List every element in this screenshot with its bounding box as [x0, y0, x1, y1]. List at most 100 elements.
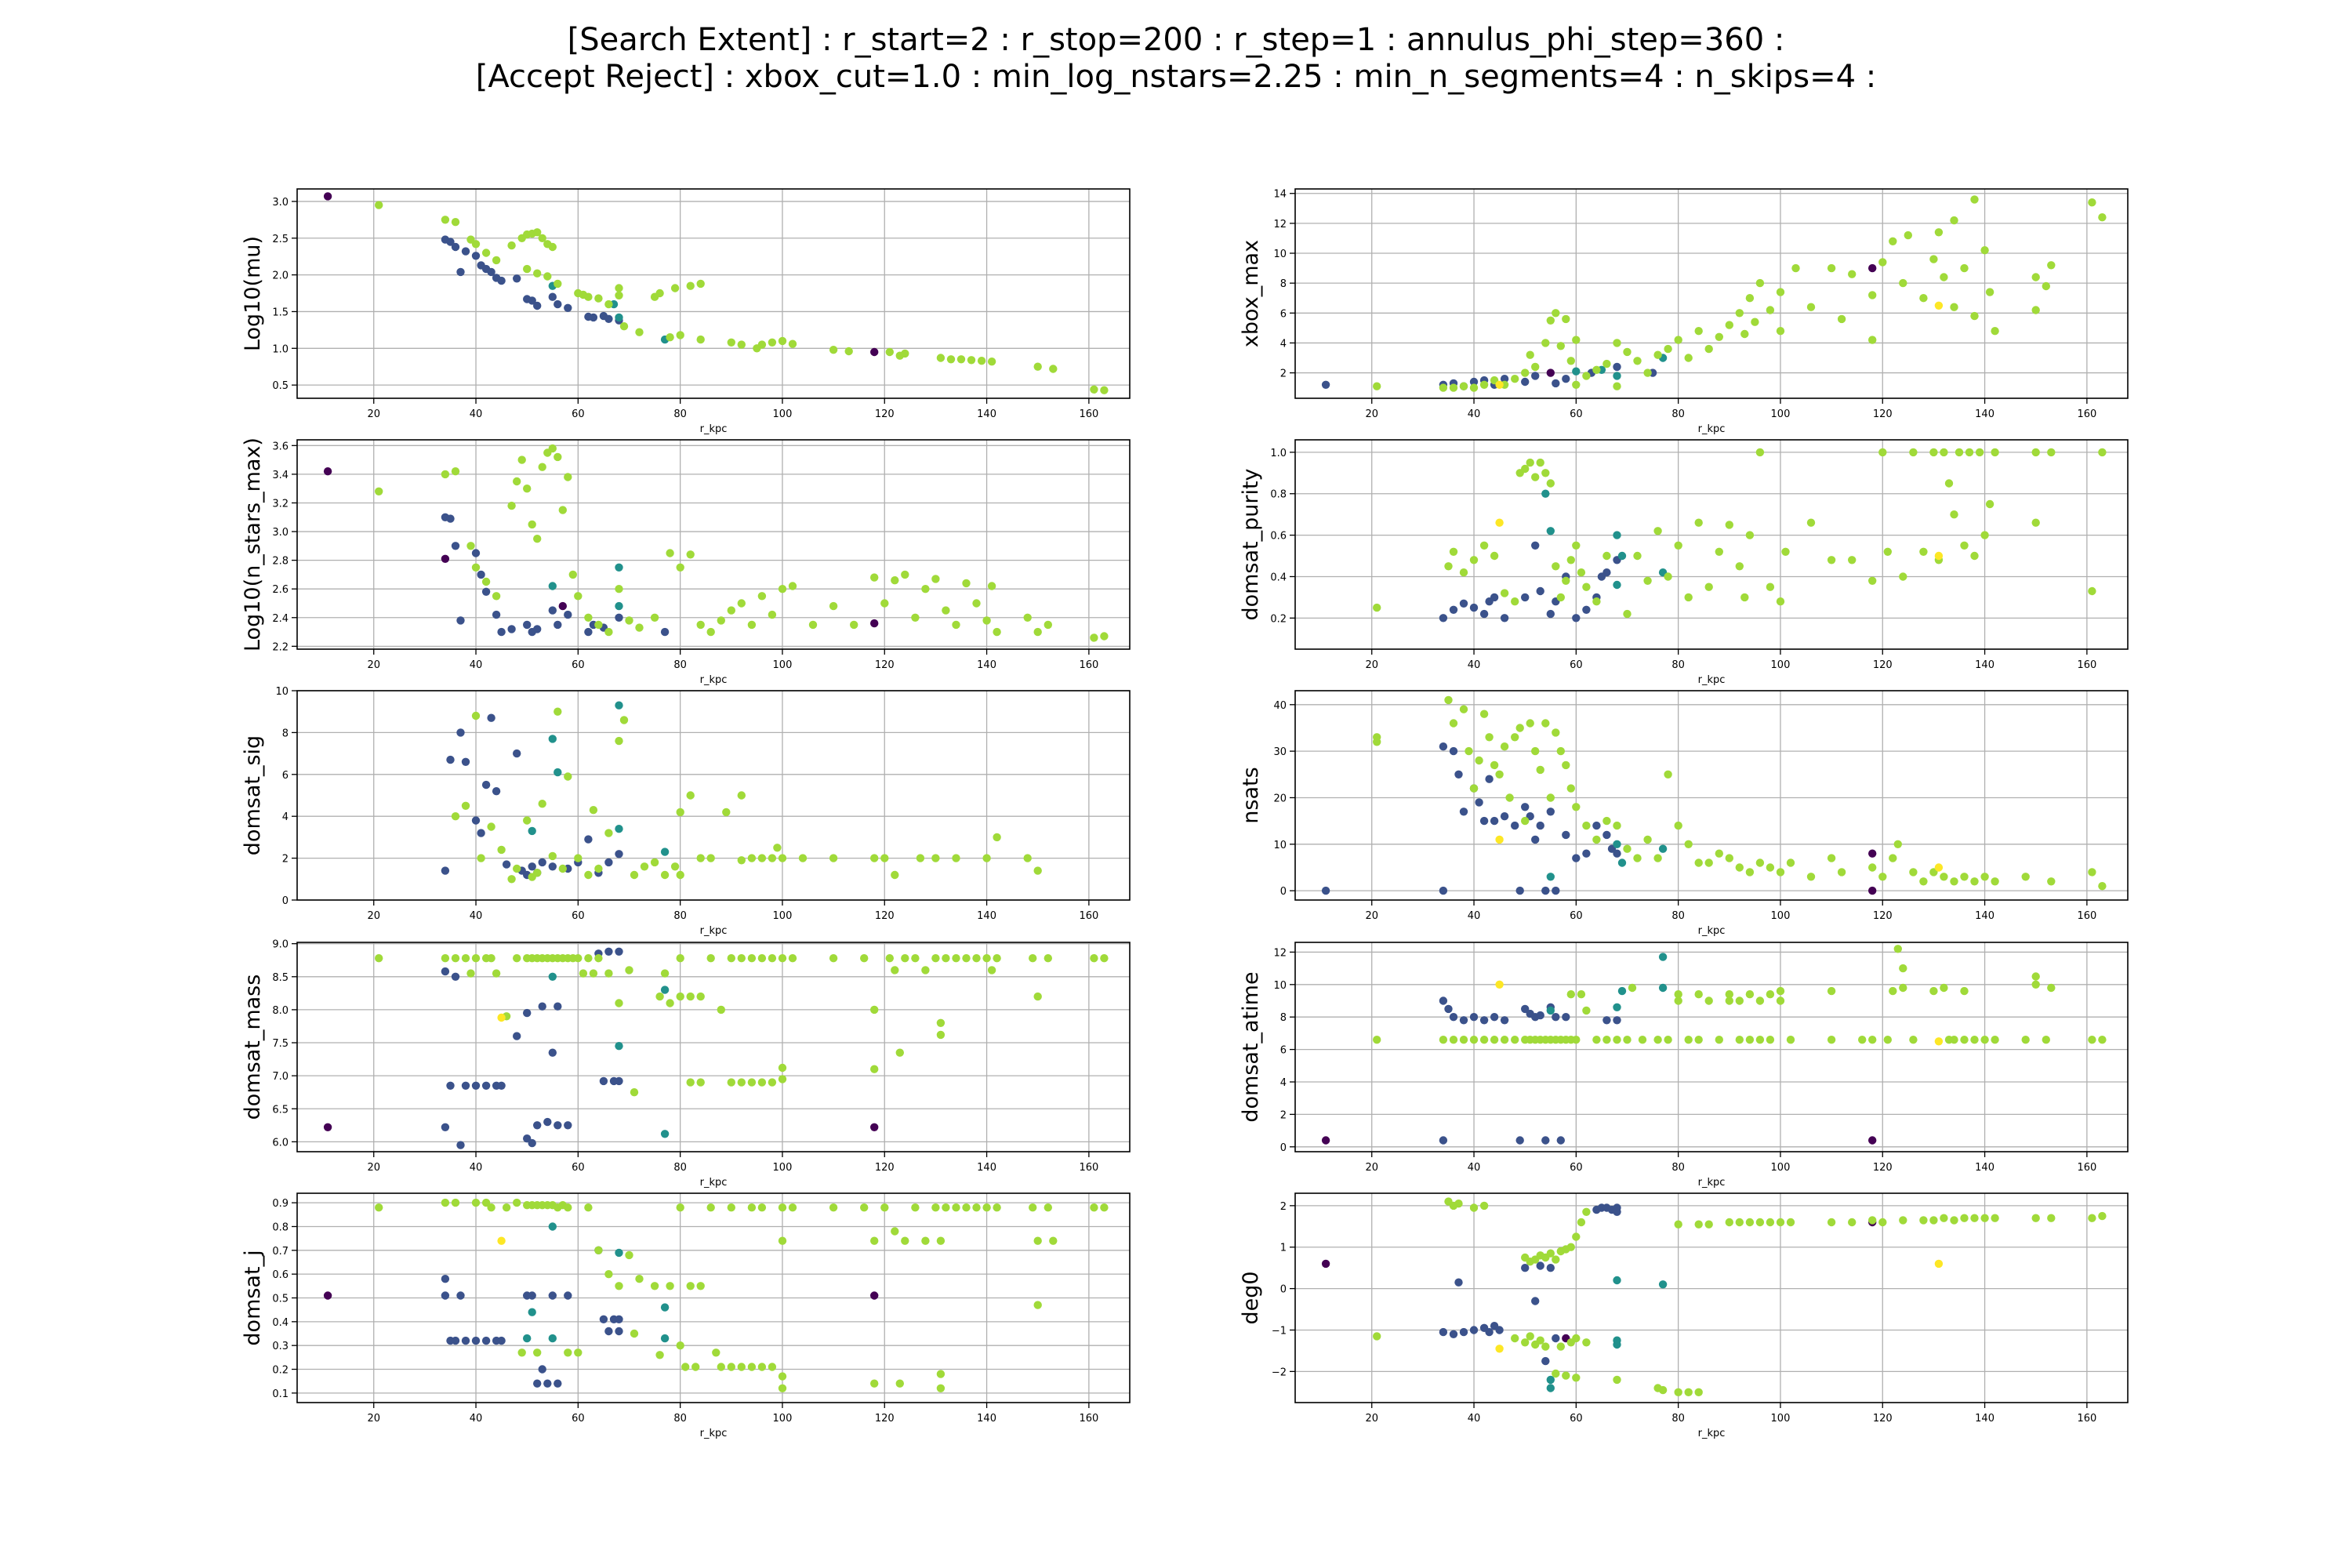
data-point	[497, 1236, 506, 1245]
data-point	[456, 728, 465, 737]
y-tick-label: 0	[282, 895, 289, 907]
x-tick-label: 100	[1771, 1162, 1791, 1174]
data-point	[2088, 198, 2096, 207]
subplot-8: 20 40 60 80 100 120 140 160 0 2 4 6 8 10 12 r_kpc domsat…	[1239, 942, 2129, 1189]
data-point	[676, 992, 684, 1001]
data-point	[528, 1308, 536, 1316]
data-point	[1878, 448, 1887, 457]
data-point	[538, 234, 546, 242]
data-point	[778, 1236, 787, 1245]
data-point	[446, 1081, 455, 1091]
data-point	[1623, 609, 1632, 619]
data-point	[1725, 996, 1733, 1005]
data-point	[1552, 1369, 1560, 1378]
data-point	[1934, 1259, 1944, 1269]
data-point	[911, 954, 920, 963]
x-tick-label: 140	[977, 659, 996, 671]
data-point	[747, 620, 757, 630]
data-point	[1781, 547, 1790, 556]
data-point	[727, 954, 735, 963]
data-point	[1044, 1203, 1053, 1212]
data-point	[1592, 835, 1601, 844]
data-point	[1955, 448, 1964, 457]
data-point	[942, 606, 950, 615]
data-point	[1454, 1200, 1463, 1208]
data-point	[481, 577, 491, 586]
data-point	[2047, 877, 2056, 886]
data-point	[993, 1203, 1001, 1212]
data-point	[1552, 309, 1560, 318]
data-point	[548, 1334, 557, 1343]
data-point	[1694, 858, 1703, 867]
x-tick-label: 80	[673, 408, 687, 420]
data-point	[497, 1013, 506, 1022]
data-point	[1100, 1203, 1109, 1212]
data-point	[1552, 1334, 1560, 1343]
data-point	[1546, 527, 1555, 535]
data-point	[1531, 362, 1540, 372]
data-point	[1090, 633, 1098, 642]
data-point	[1479, 609, 1489, 619]
data-point	[554, 768, 562, 777]
y-tick-label: 0.9	[272, 1198, 289, 1210]
x-tick-label: 140	[1975, 659, 1994, 671]
data-point	[1751, 318, 1759, 326]
data-point	[523, 620, 532, 630]
x-tick-label: 40	[470, 1413, 483, 1425]
data-point	[1511, 597, 1519, 606]
y-axis-label: domsat_purity	[1239, 468, 1263, 620]
data-point	[513, 1198, 521, 1207]
data-point	[1934, 301, 1944, 310]
y-tick-label: 2.8	[272, 556, 289, 568]
data-point	[446, 514, 455, 523]
data-point	[533, 228, 542, 237]
data-point	[1960, 541, 1969, 550]
data-point	[1658, 1385, 1668, 1395]
data-point	[686, 1282, 695, 1290]
data-point	[533, 1379, 542, 1388]
data-point	[1745, 1036, 1755, 1044]
subplot-10: 20 40 60 80 100 120 140 160 −2 −1 0 1 2 r_kpc deg0	[1239, 1192, 2129, 1439]
x-tick-label: 60	[572, 659, 585, 671]
data-point	[931, 954, 940, 963]
data-point	[1638, 1036, 1647, 1044]
data-point	[1536, 586, 1544, 596]
data-point	[487, 713, 495, 722]
data-point	[1546, 479, 1555, 488]
data-point	[1602, 830, 1611, 840]
data-point	[2031, 306, 2040, 314]
grid	[297, 1193, 1130, 1403]
data-point	[523, 816, 532, 825]
grid	[1295, 189, 2128, 398]
data-point	[1459, 599, 1468, 608]
data-point	[1500, 589, 1509, 597]
axes-frame	[1294, 942, 2129, 1152]
data-point	[554, 707, 562, 716]
data-point	[1033, 1236, 1042, 1245]
data-point	[1321, 886, 1330, 895]
data-point	[594, 1246, 603, 1255]
data-point	[778, 1372, 787, 1381]
data-point	[564, 1348, 572, 1357]
data-point	[1868, 576, 1877, 585]
x-tick-label: 40	[1468, 910, 1481, 922]
data-point	[727, 606, 735, 615]
data-point	[967, 356, 976, 365]
data-point	[594, 864, 603, 873]
x-tick-label: 160	[1079, 1162, 1098, 1174]
data-point	[1515, 724, 1524, 732]
axes-frame	[1294, 188, 2129, 399]
data-point	[1582, 1338, 1591, 1347]
data-point	[1725, 990, 1733, 999]
data-point	[870, 1005, 879, 1014]
data-point	[1653, 854, 1662, 862]
data-point	[615, 585, 623, 593]
data-point	[1889, 854, 1897, 862]
data-point	[1970, 195, 1979, 204]
data-point	[441, 866, 450, 875]
data-point	[1827, 1036, 1836, 1044]
data-point	[1735, 309, 1744, 318]
data-point	[942, 1203, 950, 1212]
data-point	[1556, 1342, 1566, 1351]
data-point	[829, 854, 838, 862]
